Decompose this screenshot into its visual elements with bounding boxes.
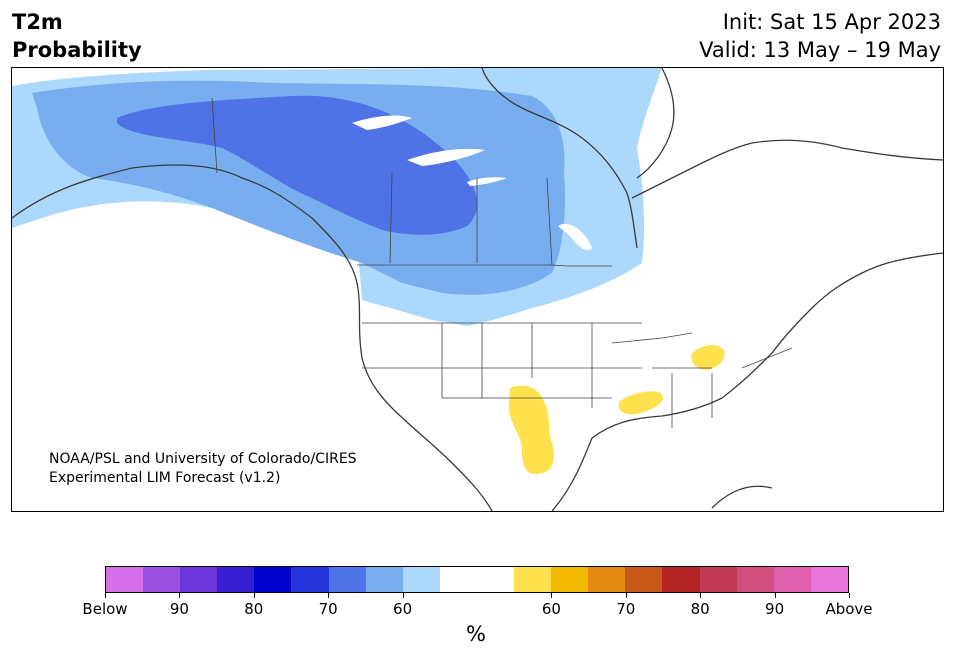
colorbar-segment [254, 567, 292, 592]
colorbar-tick-mark [849, 593, 850, 598]
colorbar-tick-label: 70 [318, 600, 338, 618]
above-60-region-gulf [618, 391, 663, 415]
colorbar-tick-label: 80 [690, 600, 710, 618]
colorbar-tick-mark [774, 593, 776, 598]
colorbar-segment [699, 567, 737, 592]
colorbar-segment [810, 567, 848, 592]
colorbar-segment [402, 567, 440, 592]
credit-line-2: Experimental LIM Forecast (v1.2) [49, 470, 281, 486]
borders [211, 97, 793, 428]
below-70-region [117, 95, 478, 235]
above-60-region-ohio [691, 344, 725, 370]
colorbar-segment [291, 567, 329, 592]
colorbar-tick-mark [179, 593, 181, 598]
valid-range: Valid: 13 May – 19 May [699, 38, 941, 62]
colorbar-tick-mark [253, 593, 255, 598]
colorbar-tick-label: 90 [169, 600, 189, 618]
colorbar-tick-label: 80 [244, 600, 264, 618]
colorbar-tick-label: 90 [765, 600, 785, 618]
map-panel: NOAA/PSL and University of Colorado/CIRE… [11, 67, 944, 512]
colorbar-tick-label: 60 [393, 600, 413, 618]
colorbar-tick-mark [551, 593, 553, 598]
map-title: T2m Probability [12, 8, 142, 64]
colorbar [105, 566, 849, 593]
north-america-map [12, 68, 943, 511]
credit-text: NOAA/PSL and University of Colorado/CIRE… [49, 450, 357, 488]
lake-2 [407, 148, 485, 166]
colorbar-segment [143, 567, 181, 592]
colorbar-tick-mark [625, 593, 627, 598]
colorbar-segment [328, 567, 366, 592]
colorbar-segment [588, 567, 626, 592]
colorbar-segment [773, 567, 811, 592]
colorbar-tick-mark [328, 593, 330, 598]
coastlines [12, 68, 943, 511]
above-60-region-texas [508, 385, 554, 475]
colorbar-segment [106, 567, 144, 592]
init-date: Init: Sat 15 Apr 2023 [722, 10, 941, 34]
colorbar-tick-mark [700, 593, 702, 598]
colorbar-unit: % [466, 622, 486, 646]
credit-line-1: NOAA/PSL and University of Colorado/CIRE… [49, 451, 357, 467]
colorbar-segment [514, 567, 552, 592]
colorbar-tick-label: 60 [541, 600, 561, 618]
colorbar-segment [217, 567, 255, 592]
lake-4 [558, 224, 592, 251]
colorbar-tick-label: Below [82, 600, 128, 618]
colorbar-tick-label: 70 [616, 600, 636, 618]
colorbar-tick-mark [105, 593, 106, 598]
colorbar-segment [551, 567, 589, 592]
title-line-2: Probability [12, 38, 142, 62]
forecast-dates: Init: Sat 15 Apr 2023 Valid: 13 May – 19… [699, 8, 941, 64]
title-line-1: T2m [12, 10, 63, 34]
colorbar-segment [439, 567, 515, 592]
colorbar-tick-label: Above [825, 600, 873, 618]
lake-1 [352, 115, 412, 130]
colorbar-segment [736, 567, 774, 592]
colorbar-tick-mark [402, 593, 404, 598]
colorbar-segment [180, 567, 218, 592]
colorbar-segment [625, 567, 663, 592]
colorbar-segment [662, 567, 700, 592]
colorbar-segment [365, 567, 403, 592]
